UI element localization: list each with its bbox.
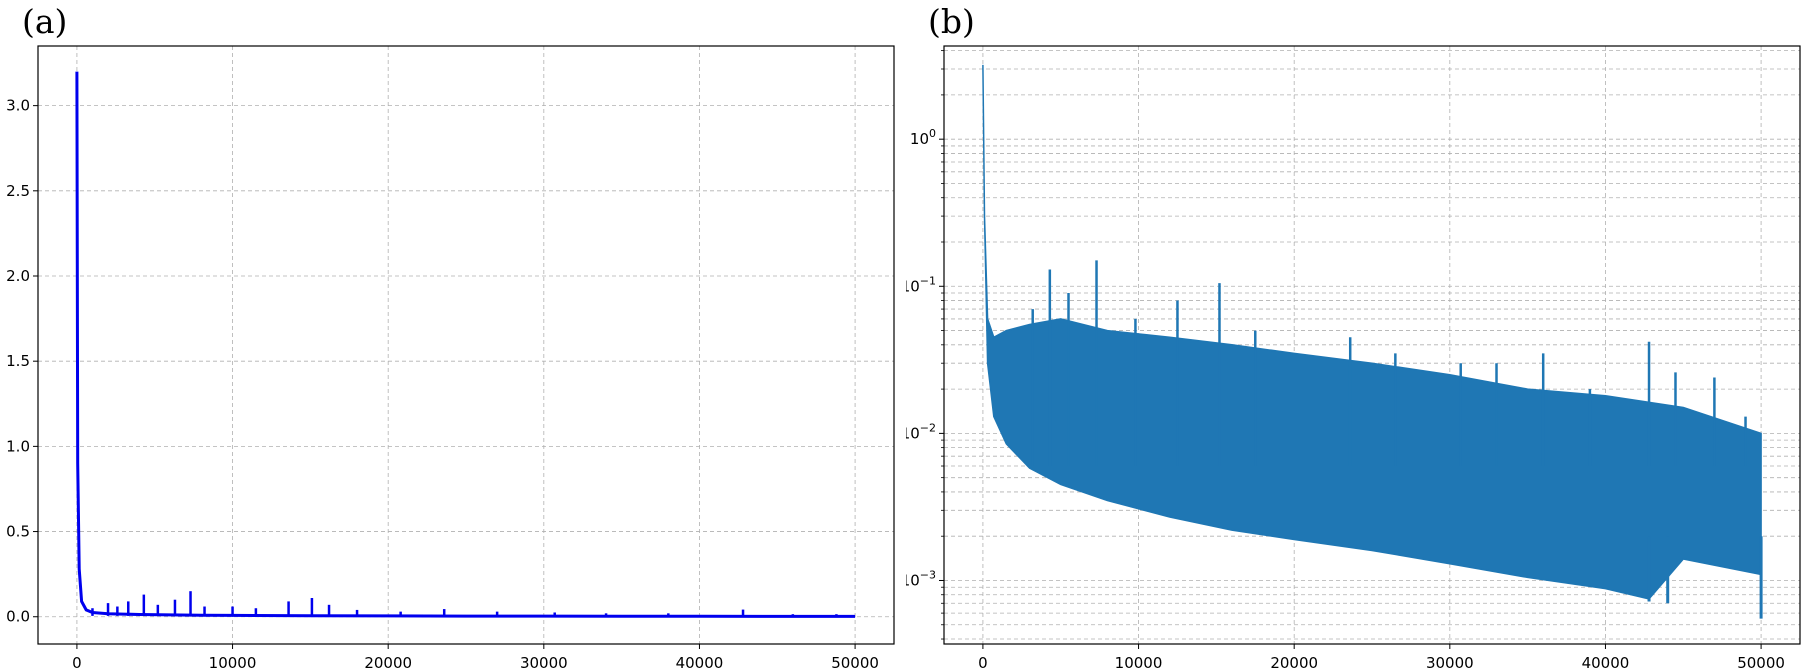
chart-a-x-tick-label: 50000 [831,654,879,671]
panel-b-label: (b) [928,2,975,41]
chart-a-grid [38,46,894,644]
chart-b-y-tick-base: 10 [910,130,929,148]
chart-b-y-tick-base: 10 [906,571,920,589]
chart-a-x-tick-label: 40000 [676,654,724,671]
chart-b-x-tick-label: 20000 [1270,654,1318,671]
chart-b-y-tick-exponent: −1 [920,274,936,287]
chart-b-y-tick-base: 10 [906,424,920,442]
chart-b-y-tick-exponent: 0 [929,127,936,140]
chart-a-y-tick-label: 0.5 [6,523,30,541]
chart-a-x-tick-label: 20000 [364,654,412,671]
chart-b-x-tick-label: 0 [978,654,988,671]
chart-b-series-band [982,64,1762,600]
chart-a-x-tick-label: 10000 [209,654,257,671]
chart-a-y-tick-label: 2.5 [6,182,30,200]
chart-b-x-tick-label: 40000 [1582,654,1630,671]
chart-b-x-tick-label: 30000 [1426,654,1474,671]
chart-b-y-tick-label: 100 [910,127,936,148]
chart-b-y-tick-label: 10−3 [906,568,936,589]
chart-a-data [75,71,856,618]
chart-a-y-tick-label: 0.0 [6,608,30,626]
chart-a-series-line [75,71,856,618]
chart-b-y-tick-label: 10−1 [906,274,936,295]
panel-a-label: (a) [22,2,68,41]
panel-b: 0100002000030000400005000010−310−210−110… [906,0,1812,671]
chart-b-y-tick-exponent: −2 [920,421,936,434]
chart-a-y-tick-label: 3.0 [6,97,30,115]
chart-b-y-tick-exponent: −3 [920,568,936,581]
chart-b-data [982,64,1763,619]
chart-a-y-tick-label: 1.0 [6,437,30,455]
panel-a: 0 10000 20000 30000 40000 50000 0.0 0.5 1.0 1.5 2.… [6,2,895,671]
chart-b-y-tick-base: 10 [906,277,920,295]
chart-b-ticks: 0100002000030000400005000010−310−210−110… [906,50,1785,671]
chart-a-x-tick-label: 30000 [520,654,568,671]
chart-b-x-tick-label: 10000 [1115,654,1163,671]
chart-a-svg: 0 10000 20000 30000 40000 50000 0.0 0.5 1.0 1.5 2.… [6,45,895,671]
chart-b-svg: 0100002000030000400005000010−310−210−110… [906,45,1801,671]
chart-a-y-tick-label: 1.5 [6,352,30,370]
chart-b-x-tick-label: 50000 [1737,654,1785,671]
chart-b-y-tick-label: 10−2 [906,421,936,442]
chart-a-y-tick-label: 2.0 [6,267,30,285]
chart-a-frame [37,45,895,645]
chart-a-ticks: 0 10000 20000 30000 40000 50000 0.0 0.5 1.0 1.5 2.… [6,97,879,671]
chart-a-x-tick-label: 0 [72,654,82,671]
